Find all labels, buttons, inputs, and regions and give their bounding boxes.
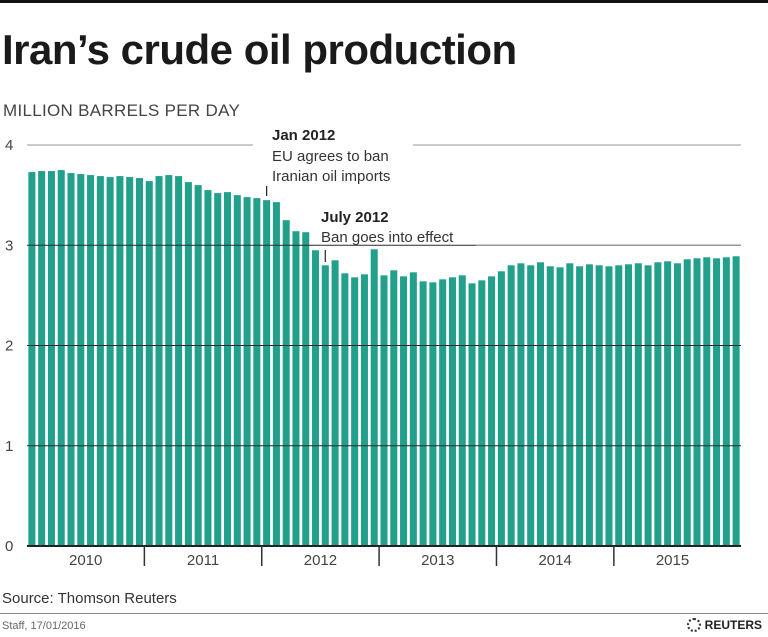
bar-4 [67, 173, 75, 546]
y-tick-label-3: 3 [5, 237, 13, 254]
bar-35 [370, 249, 378, 546]
y-tick-label-1: 1 [5, 438, 13, 455]
x-tick-label-2010: 2010 [69, 552, 102, 569]
bar-19 [214, 193, 222, 546]
bar-14 [165, 175, 173, 546]
footer-divider [0, 613, 768, 614]
bar-47 [488, 276, 496, 546]
bar-16 [184, 182, 192, 546]
x-tick-label-2013: 2013 [421, 552, 454, 569]
bar-67 [683, 259, 691, 546]
bar-44 [458, 275, 466, 546]
bar-33 [351, 277, 359, 546]
bar-61 [625, 264, 633, 546]
annotation-jan-2012-line-0: EU agrees to ban [272, 148, 389, 165]
bar-26 [282, 220, 290, 546]
bar-60 [615, 265, 623, 546]
bar-40 [419, 281, 427, 546]
bar-51 [527, 265, 535, 546]
bar-23 [253, 198, 261, 546]
bar-17 [194, 185, 202, 546]
bar-49 [507, 265, 515, 546]
bar-50 [517, 263, 525, 546]
brand-name: REUTERS [704, 618, 762, 632]
bar-31 [331, 260, 339, 546]
bar-70 [713, 258, 721, 546]
bar-0 [28, 172, 36, 546]
bar-3 [57, 170, 65, 546]
bar-36 [380, 275, 388, 546]
bar-57 [585, 264, 593, 546]
y-axis-unit-label: MILLION BARRELS PER DAY [3, 101, 241, 120]
y-tick-label-2: 2 [5, 338, 13, 355]
bar-54 [556, 267, 564, 546]
bar-43 [448, 277, 456, 546]
bar-64 [654, 262, 662, 546]
bar-30 [321, 265, 329, 546]
bar-53 [546, 266, 554, 546]
bar-62 [634, 263, 642, 546]
bar-59 [605, 266, 613, 546]
bar-69 [703, 257, 711, 546]
bar-66 [673, 263, 681, 546]
reuters-logo: REUTERS [686, 618, 762, 632]
x-tick-label-2014: 2014 [538, 552, 571, 569]
bar-24 [263, 200, 271, 546]
chart-title: Iran’s crude oil production [2, 26, 517, 73]
bar-56 [576, 266, 584, 546]
bar-29 [312, 250, 320, 546]
bar-8 [106, 177, 114, 546]
top-border [0, 0, 768, 3]
bar-68 [693, 258, 701, 546]
bar-15 [175, 176, 183, 546]
bar-5 [77, 174, 85, 546]
bar-39 [409, 272, 417, 546]
bar-72 [732, 256, 740, 546]
bar-37 [390, 270, 398, 546]
bar-9 [116, 176, 124, 546]
bar-46 [478, 280, 486, 546]
source-note: Source: Thomson Reuters [2, 590, 177, 607]
bar-12 [145, 181, 153, 546]
bar-chart: 0 1 2 3 4 2010 2011 2012 2013 2014 2015 Jan 2012 EU … [5, 127, 741, 569]
bar-32 [341, 273, 349, 546]
bar-20 [223, 192, 232, 546]
bar-7 [96, 176, 104, 546]
credit-line: Staff, 17/01/2016 [2, 620, 86, 632]
annotation-jan-2012-line-1: Iranian oil imports [272, 168, 390, 185]
bar-10 [126, 177, 134, 546]
bar-65 [664, 261, 672, 546]
bar-52 [536, 262, 545, 546]
annotation-july-2012-line-0: Ban goes into effect [321, 229, 454, 246]
bar-13 [155, 176, 163, 546]
bar-38 [400, 276, 408, 546]
bar-27 [292, 231, 300, 546]
y-tick-label-0: 0 [5, 538, 13, 555]
annotation-july-2012-title: July 2012 [321, 209, 389, 226]
bar-21 [233, 195, 241, 547]
bar-34 [360, 274, 368, 546]
bar-11 [135, 178, 143, 546]
bar-1 [38, 171, 46, 546]
bar-6 [87, 175, 95, 546]
bar-48 [497, 271, 505, 546]
bar-28 [302, 232, 310, 546]
bar-45 [468, 283, 476, 546]
annotation-jan-2012-title: Jan 2012 [272, 127, 335, 144]
bar-55 [566, 263, 574, 546]
x-tick-label-2015: 2015 [656, 552, 689, 569]
reuters-mark-icon [686, 618, 701, 632]
bar-2 [47, 171, 55, 546]
bar-41 [429, 282, 437, 546]
y-tick-label-4: 4 [5, 137, 13, 154]
bar-58 [595, 265, 603, 546]
bar-71 [722, 257, 730, 546]
bar-63 [644, 265, 652, 546]
bar-22 [243, 197, 251, 546]
x-tick-label-2011: 2011 [187, 552, 219, 569]
x-tick-label-2012: 2012 [304, 552, 337, 569]
bar-42 [439, 279, 447, 546]
bar-18 [204, 190, 212, 547]
bar-25 [272, 202, 280, 546]
